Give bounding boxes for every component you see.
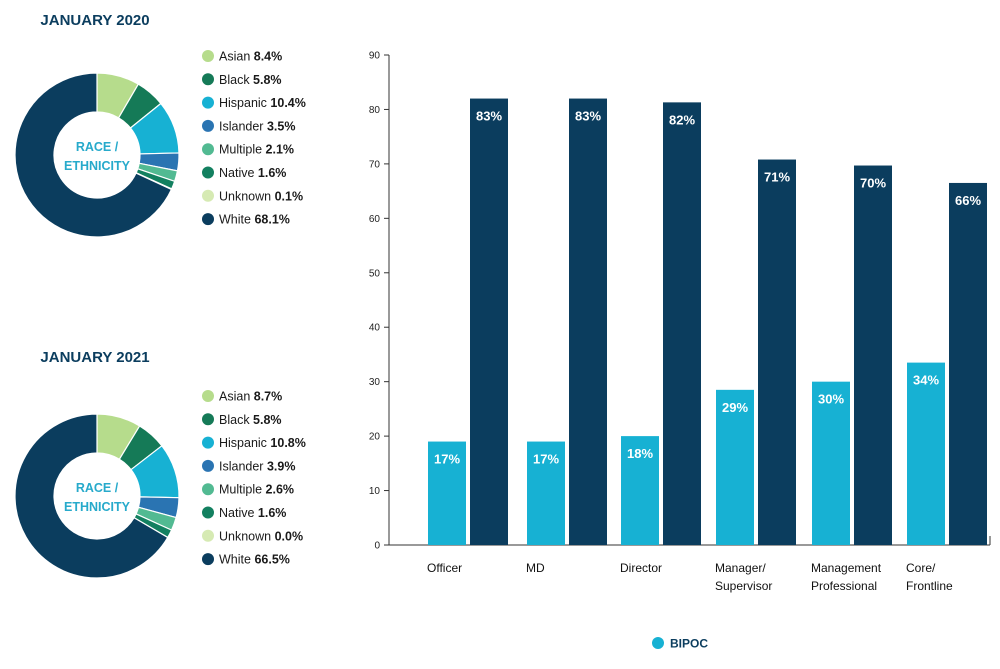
y-tick-label: 40	[369, 323, 381, 334]
donut-slice-white	[14, 413, 169, 579]
y-tick-label: 50	[369, 268, 381, 279]
category-label: Core/	[906, 561, 936, 575]
bar-data-label: 30%	[818, 392, 844, 407]
y-tick-label: 0	[374, 541, 380, 552]
y-tick-label: 90	[369, 51, 381, 62]
bar-white-4	[854, 165, 892, 545]
category-label: Management	[811, 561, 882, 575]
legend-entry-white: White 68.1%	[219, 213, 290, 227]
bar-white-3	[758, 159, 796, 546]
legend-entry-multiple: Multiple 2.6%	[219, 483, 294, 497]
bar-data-label: 17%	[434, 452, 460, 467]
legend-swatch-unknown	[202, 189, 214, 202]
legend-entry-black: Black 5.8%	[219, 413, 282, 427]
donut-title: JANUARY 2021	[40, 349, 149, 366]
category-label: Manager/	[715, 561, 766, 575]
donut-2021: JANUARY 2021 RACE / ETHNICITY Asian 8.7% Bla…	[14, 349, 306, 579]
bar-data-label: 70%	[860, 176, 886, 191]
legend-swatch-white	[202, 213, 214, 226]
legend-swatch-multiple	[202, 143, 214, 156]
bar-data-label: 34%	[913, 373, 939, 388]
bar-bipoc-1	[527, 441, 565, 545]
legend-entry-hispanic: Hispanic 10.4%	[219, 96, 306, 110]
legend-label-bipoc: BIPOC	[670, 637, 708, 651]
legend-entry-native: Native 1.6%	[219, 506, 286, 520]
legend-swatch-native	[202, 166, 214, 179]
bar-data-label: 66%	[955, 193, 981, 208]
y-tick-label: 20	[369, 432, 381, 443]
legend-swatch-unknown	[202, 529, 214, 542]
legend-entry-islander: Islander 3.5%	[219, 119, 295, 133]
legend-entry-hispanic: Hispanic 10.8%	[219, 436, 306, 450]
legend-swatch-hispanic	[202, 436, 214, 449]
legend-swatch-white	[202, 553, 214, 566]
y-tick-label: 60	[369, 214, 381, 225]
bar-data-label: 83%	[575, 109, 601, 124]
donut-center-label: RACE /	[76, 481, 119, 495]
category-label: Officer	[427, 561, 462, 575]
bar-data-label: 82%	[669, 112, 695, 127]
bar-data-label: 18%	[627, 446, 653, 461]
category-label: Frontline	[906, 579, 953, 593]
category-label: MD	[526, 561, 545, 575]
donut-center-label: RACE /	[76, 140, 119, 154]
bar-bipoc-0	[428, 441, 466, 545]
legend-entry-asian: Asian 8.4%	[219, 50, 282, 64]
legend-swatch-hispanic	[202, 96, 214, 109]
bar-data-label: 71%	[764, 170, 790, 185]
y-tick-label: 80	[369, 105, 381, 116]
legend-entry-white: White 66.5%	[219, 553, 290, 567]
donut-center-label: ETHNICITY	[64, 500, 131, 514]
category-label: Director	[620, 561, 662, 575]
bar-data-label: 17%	[533, 452, 559, 467]
legend-swatch-native	[202, 506, 214, 519]
y-tick-label: 30	[369, 377, 381, 388]
bar-white-1	[569, 98, 607, 546]
legend-entry-asian: Asian 8.7%	[219, 390, 282, 404]
bar-data-label: 29%	[722, 400, 748, 415]
legend-swatch-bipoc	[652, 637, 664, 649]
bar-chart: 0 10 20 30 40 50 60 70 80 90 17% 83% Officer 17% 83% MD…	[369, 51, 991, 651]
bar-bipoc-4	[812, 381, 850, 545]
bar-white-2	[663, 102, 701, 545]
legend-entry-unknown: Unknown 0.1%	[219, 189, 303, 203]
y-tick-label: 70	[369, 159, 381, 170]
legend-entry-unknown: Unknown 0.0%	[219, 529, 303, 543]
legend-swatch-islander	[202, 119, 214, 132]
legend-swatch-asian	[202, 390, 214, 402]
category-label: Supervisor	[715, 579, 772, 593]
category-label: Professional	[811, 579, 877, 593]
legend-entry-black: Black 5.8%	[219, 73, 282, 87]
legend-entry-multiple: Multiple 2.1%	[219, 143, 294, 157]
donut-center-label: ETHNICITY	[64, 159, 131, 173]
bar-bipoc-3	[716, 389, 754, 545]
bar-white-5	[949, 182, 987, 545]
donut-2020: JANUARY 2020 RACE / ETHNICITY Asian 8.4% Bla…	[14, 12, 306, 238]
bar-bipoc-2	[621, 436, 659, 545]
legend-swatch-islander	[202, 459, 214, 472]
bar-data-label: 83%	[476, 109, 502, 124]
donut-slice-white	[14, 72, 173, 238]
donut-title: JANUARY 2020	[40, 12, 149, 29]
y-tick-label: 10	[369, 486, 381, 497]
bar-bipoc-5	[907, 362, 945, 545]
legend-entry-islander: Islander 3.9%	[219, 459, 295, 473]
legend-swatch-multiple	[202, 483, 214, 496]
bar-white-0	[470, 98, 508, 546]
legend-swatch-asian	[202, 50, 214, 62]
legend-swatch-black	[202, 73, 214, 86]
legend-swatch-black	[202, 413, 214, 426]
legend-entry-native: Native 1.6%	[219, 166, 286, 180]
